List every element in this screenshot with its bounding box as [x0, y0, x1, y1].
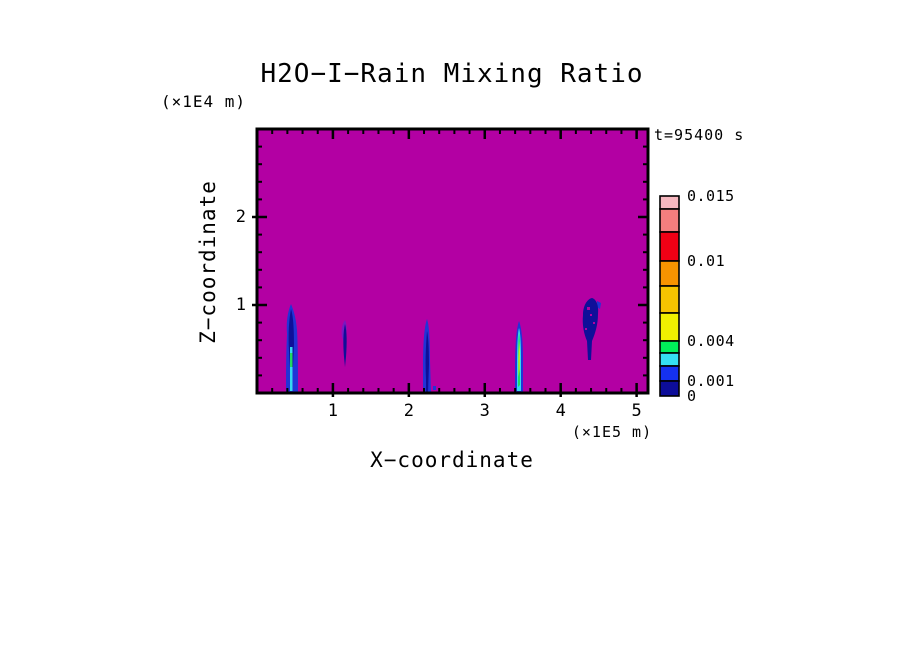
colorbar-label: 0.004	[687, 332, 735, 350]
plot-area	[252, 127, 650, 397]
chart-title: H2O−I−Rain Mixing Ratio	[260, 59, 644, 89]
time-annotation: t=95400 s	[654, 126, 745, 144]
colorbar-label: 0.015	[687, 187, 735, 205]
colorbar-segment	[659, 195, 680, 210]
colorbar-segment	[659, 231, 680, 262]
colorbar-segment	[659, 340, 680, 354]
x-tick-label: 2	[403, 401, 414, 421]
colorbar-label: 0	[687, 387, 697, 405]
shaft-3	[425, 331, 429, 393]
shaft-5	[597, 301, 601, 309]
shaft-3	[433, 386, 436, 390]
z-tick-label: 1	[235, 295, 246, 315]
colorbar-segment	[659, 285, 680, 314]
z-tick-label: 2	[235, 207, 246, 227]
colorbar-segment	[659, 312, 680, 342]
shaft-5	[582, 298, 599, 360]
colorbar-segment	[659, 208, 680, 233]
colorbar-segment	[659, 352, 680, 367]
x-tick-label: 4	[555, 401, 566, 421]
colorbar-segment	[659, 380, 680, 397]
z-axis-title: Z−coordinate	[196, 180, 220, 344]
shaft-1	[290, 353, 293, 367]
x-tick-label: 3	[479, 401, 490, 421]
plot-frame	[255, 127, 650, 395]
shaft-4	[518, 341, 520, 377]
colorbar	[659, 195, 680, 397]
x-tick-label: 5	[631, 401, 642, 421]
z-axis-unit-label: (×1E4 m)	[161, 92, 247, 111]
shaft-1	[288, 309, 294, 369]
colorbar-label: 0.001	[687, 372, 735, 390]
colorbar-segment	[659, 260, 680, 287]
field-background	[257, 129, 648, 393]
x-axis-title: X−coordinate	[370, 448, 534, 472]
shaft-2	[343, 324, 347, 367]
x-tick-label: 1	[327, 401, 339, 421]
colorbar-segment	[659, 365, 680, 382]
colorbar-label: 0.01	[687, 252, 726, 270]
x-axis-unit-label: (×1E5 m)	[571, 423, 653, 441]
